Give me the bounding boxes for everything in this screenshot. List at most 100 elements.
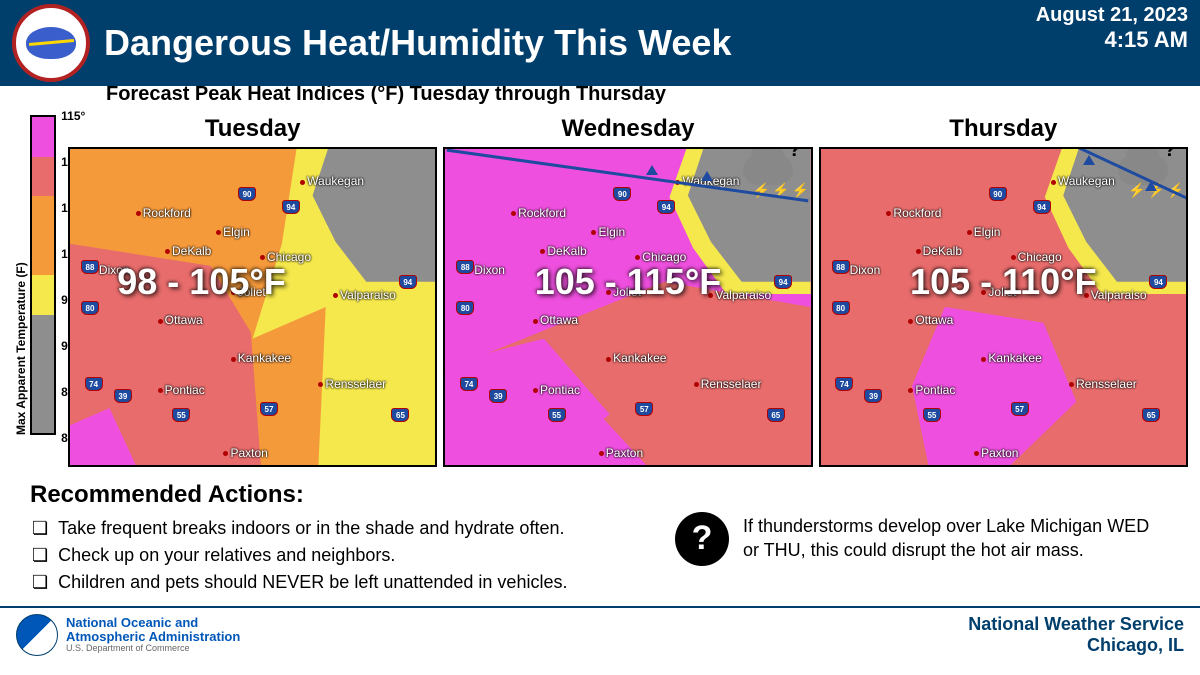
highway-shield-icon: 94 xyxy=(1149,275,1167,289)
footer-agency: National Weather Service xyxy=(968,614,1184,635)
highway-shield-icon: 94 xyxy=(282,200,300,214)
noaa-logo-icon xyxy=(16,614,58,656)
footer-left: National Oceanic and Atmospheric Adminis… xyxy=(16,614,240,656)
highway-shield-icon: 80 xyxy=(456,301,474,315)
storm-cloud-icon xyxy=(743,155,793,185)
city-label: DeKalb xyxy=(916,244,962,258)
temp-overlay-wednesday: 105 - 115°F xyxy=(535,261,722,303)
legend-tick: 115° xyxy=(61,109,86,123)
noaa-line3: U.S. Department of Commerce xyxy=(66,644,240,654)
highway-shield-icon: 90 xyxy=(613,187,631,201)
highway-shield-icon: 65 xyxy=(391,408,409,422)
city-label: Ottawa xyxy=(158,313,203,327)
highway-shield-icon: 74 xyxy=(85,377,103,391)
legend-seg-85 xyxy=(32,354,54,394)
storm-question-icon: ? xyxy=(1164,147,1176,162)
highway-shield-icon: 55 xyxy=(923,408,941,422)
highway-shield-icon: 57 xyxy=(260,402,278,416)
city-label: Elgin xyxy=(591,225,625,239)
header-bar: Dangerous Heat/Humidity This Week August… xyxy=(0,0,1200,86)
legend-seg-90 xyxy=(32,315,54,355)
recommendation-item: Children and pets should NEVER be left u… xyxy=(58,569,635,596)
map-col-tuesday: Tuesday WaukeganRockfordElginDeKalbChica… xyxy=(68,115,437,467)
city-label: Rockford xyxy=(511,206,566,220)
recommendations-title: Recommended Actions: xyxy=(30,481,635,509)
highway-shield-icon: 65 xyxy=(767,408,785,422)
city-label: Pontiac xyxy=(158,383,205,397)
highway-shield-icon: 55 xyxy=(172,408,190,422)
city-label: Waukegan xyxy=(1051,174,1115,188)
storm-question-icon: ? xyxy=(788,147,800,162)
map-col-thursday: Thursday WaukeganRockfordElginDeKalbChic… xyxy=(819,115,1188,467)
highway-shield-icon: 57 xyxy=(635,402,653,416)
city-label: Paxton xyxy=(223,446,267,460)
highway-shield-icon: 57 xyxy=(1011,402,1029,416)
legend-column: Max Apparent Temperature (F) 115° 110° 1… xyxy=(8,115,62,467)
legend-seg-95 xyxy=(32,275,54,315)
issue-date: August 21, 2023 xyxy=(1036,4,1188,27)
thunderstorm-note: If thunderstorms develop over Lake Michi… xyxy=(743,515,1170,562)
cold-front-triangle xyxy=(701,171,713,181)
city-label: Rockford xyxy=(136,206,191,220)
legend-seg-110 xyxy=(32,157,54,197)
maps-row: Max Apparent Temperature (F) 115° 110° 1… xyxy=(0,109,1200,471)
legend-seg-80 xyxy=(32,394,54,434)
highway-shield-icon: 88 xyxy=(81,260,99,274)
day-label-wednesday: Wednesday xyxy=(562,115,695,143)
highway-shield-icon: 80 xyxy=(832,301,850,315)
highway-shield-icon: 88 xyxy=(456,260,474,274)
footer-right: National Weather Service Chicago, IL xyxy=(968,614,1184,656)
highway-shield-icon: 94 xyxy=(774,275,792,289)
main-title: Dangerous Heat/Humidity This Week xyxy=(104,25,1188,61)
city-label: Elgin xyxy=(216,225,250,239)
legend-seg-105 xyxy=(32,196,54,236)
highway-shield-icon: 39 xyxy=(864,389,882,403)
city-label: Kankakee xyxy=(606,351,666,365)
highway-shield-icon: 65 xyxy=(1142,408,1160,422)
cold-front-triangle xyxy=(1145,181,1157,191)
nws-logo xyxy=(12,4,90,82)
city-label: DeKalb xyxy=(540,244,586,258)
city-label: Kankakee xyxy=(981,351,1041,365)
header-titles: Dangerous Heat/Humidity This Week xyxy=(104,25,1188,61)
map-tuesday: WaukeganRockfordElginDeKalbChicagoDixonJ… xyxy=(68,147,437,467)
city-label: Pontiac xyxy=(533,383,580,397)
city-label: Elgin xyxy=(967,225,1001,239)
highway-shield-icon: 90 xyxy=(989,187,1007,201)
nws-logo-inner xyxy=(26,27,76,59)
legend-axis-label: Max Apparent Temperature (F) xyxy=(14,115,28,435)
issue-time: 4:15 AM xyxy=(1036,27,1188,53)
city-label: Rensselaer xyxy=(1069,377,1137,391)
city-label: Pontiac xyxy=(908,383,955,397)
city-label: Rensselaer xyxy=(694,377,762,391)
noaa-line2: Atmospheric Administration xyxy=(66,630,240,644)
highway-shield-icon: 94 xyxy=(399,275,417,289)
city-label: Ottawa xyxy=(533,313,578,327)
footer-office: Chicago, IL xyxy=(968,635,1184,656)
highway-shield-icon: 74 xyxy=(835,377,853,391)
cold-front-triangle xyxy=(646,165,658,175)
map-wednesday: WaukeganRockfordElginDeKalbChicagoDixonJ… xyxy=(443,147,812,467)
day-label-thursday: Thursday xyxy=(949,115,1057,143)
noaa-line1: National Oceanic and xyxy=(66,616,240,630)
recommendations-left: Recommended Actions: Take frequent break… xyxy=(30,481,635,596)
highway-shield-icon: 94 xyxy=(1033,200,1051,214)
highway-shield-icon: 39 xyxy=(114,389,132,403)
footer: National Oceanic and Atmospheric Adminis… xyxy=(0,608,1200,662)
highway-shield-icon: 88 xyxy=(832,260,850,274)
recommendations: Recommended Actions: Take frequent break… xyxy=(0,471,1200,602)
date-block: August 21, 2023 4:15 AM xyxy=(1036,4,1188,53)
city-label: Valparaiso xyxy=(333,288,396,302)
recommendation-item: Check up on your relatives and neighbors… xyxy=(58,542,635,569)
legend-bar: 115° 110° 105° 100° 95° 90° 85° 80° xyxy=(30,115,56,435)
highway-shield-icon: 90 xyxy=(238,187,256,201)
highway-shield-icon: 80 xyxy=(81,301,99,315)
recommendations-right: ? If thunderstorms develop over Lake Mic… xyxy=(675,481,1170,596)
day-label-tuesday: Tuesday xyxy=(205,115,301,143)
map-col-wednesday: Wednesday WaukeganRockfordElginDeKalbChi… xyxy=(443,115,812,467)
city-label: Rensselaer xyxy=(318,377,386,391)
noaa-text: National Oceanic and Atmospheric Adminis… xyxy=(66,616,240,654)
temp-overlay-thursday: 105 - 110°F xyxy=(910,261,1097,303)
city-label: Ottawa xyxy=(908,313,953,327)
city-label: DeKalb xyxy=(165,244,211,258)
